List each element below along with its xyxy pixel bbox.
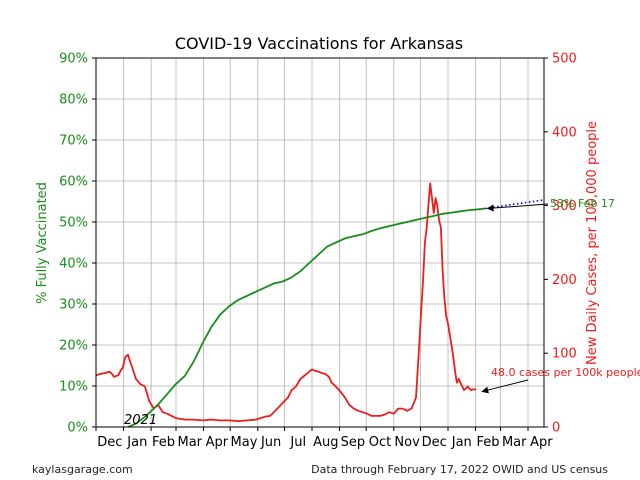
right-axis-label: New Daily Cases, per 100,000 people	[585, 121, 600, 365]
x-tick-label: Jan	[451, 435, 472, 450]
left-tick-label: 50%	[59, 216, 88, 231]
year-label: 2021	[124, 413, 157, 428]
x-tick-label: Mar	[178, 435, 203, 450]
annotation-vaccinated: 53% Feb 17	[550, 197, 615, 210]
x-tick-label: Oct	[369, 435, 391, 450]
left-tick-label: 40%	[59, 257, 88, 272]
footer-left: kaylasgarage.com	[32, 463, 133, 476]
x-tick-label: Mar	[502, 435, 527, 450]
footer-right: Data through February 17, 2022 OWID and …	[311, 463, 608, 476]
x-tick-label: Jul	[289, 435, 306, 450]
left-axis: 0% 10% 20% 30% 40% 50% 60% 70% 80% 90%	[59, 52, 96, 436]
x-tick-label: Sep	[341, 435, 366, 450]
series-layer	[95, 182, 545, 428]
x-tick-label: Dec	[422, 435, 447, 450]
annotation-cases: 48.0 cases per 100k people	[491, 366, 640, 379]
right-tick-label: 300	[552, 199, 577, 214]
x-tick-label: Apr	[530, 435, 553, 450]
left-tick-label: 90%	[59, 52, 88, 67]
x-tick-label: Dec	[97, 435, 122, 450]
right-tick-label: 200	[552, 273, 577, 288]
plot-frame	[95, 57, 545, 428]
annotation-arrow-cases	[481, 379, 529, 394]
x-tick-label: Nov	[394, 435, 420, 450]
annotation-arrow-vaccinated	[486, 203, 549, 212]
projection-line	[485, 199, 545, 210]
right-tick-label: 400	[552, 125, 577, 140]
left-tick-label: 60%	[59, 175, 88, 190]
chart-title: COVID-19 Vaccinations for Arkansas	[175, 34, 463, 53]
right-tick-label: 500	[552, 52, 577, 67]
right-tick-label: 0	[552, 421, 560, 436]
x-tick-label: Jun	[260, 435, 281, 450]
left-tick-label: 0%	[67, 421, 88, 436]
left-tick-label: 70%	[59, 134, 88, 149]
x-tick-label: Apr	[206, 435, 229, 450]
left-tick-label: 10%	[59, 380, 88, 395]
right-tick-label: 100	[552, 347, 577, 362]
left-axis-label: % Fully Vaccinated	[35, 182, 50, 304]
annotations: 53% Feb 17 48.0 cases per 100k people	[481, 197, 640, 394]
x-tick-label: Feb	[476, 435, 499, 450]
x-tick-label: Feb	[152, 435, 175, 450]
x-tick-label: Aug	[313, 435, 338, 450]
x-axis: Dec Jan Feb Mar Apr May Jun Jul Aug Sep Oct Nov Dec J…	[95, 427, 553, 450]
x-tick-label: Jan	[126, 435, 147, 450]
left-tick-label: 80%	[59, 93, 88, 108]
grid-lines	[95, 57, 544, 428]
vaccinated-line	[127, 207, 486, 428]
left-tick-label: 20%	[59, 339, 88, 354]
left-tick-label: 30%	[59, 298, 88, 313]
x-tick-label: May	[231, 435, 258, 450]
right-axis: 0 100 200 300 400 500	[544, 52, 577, 436]
